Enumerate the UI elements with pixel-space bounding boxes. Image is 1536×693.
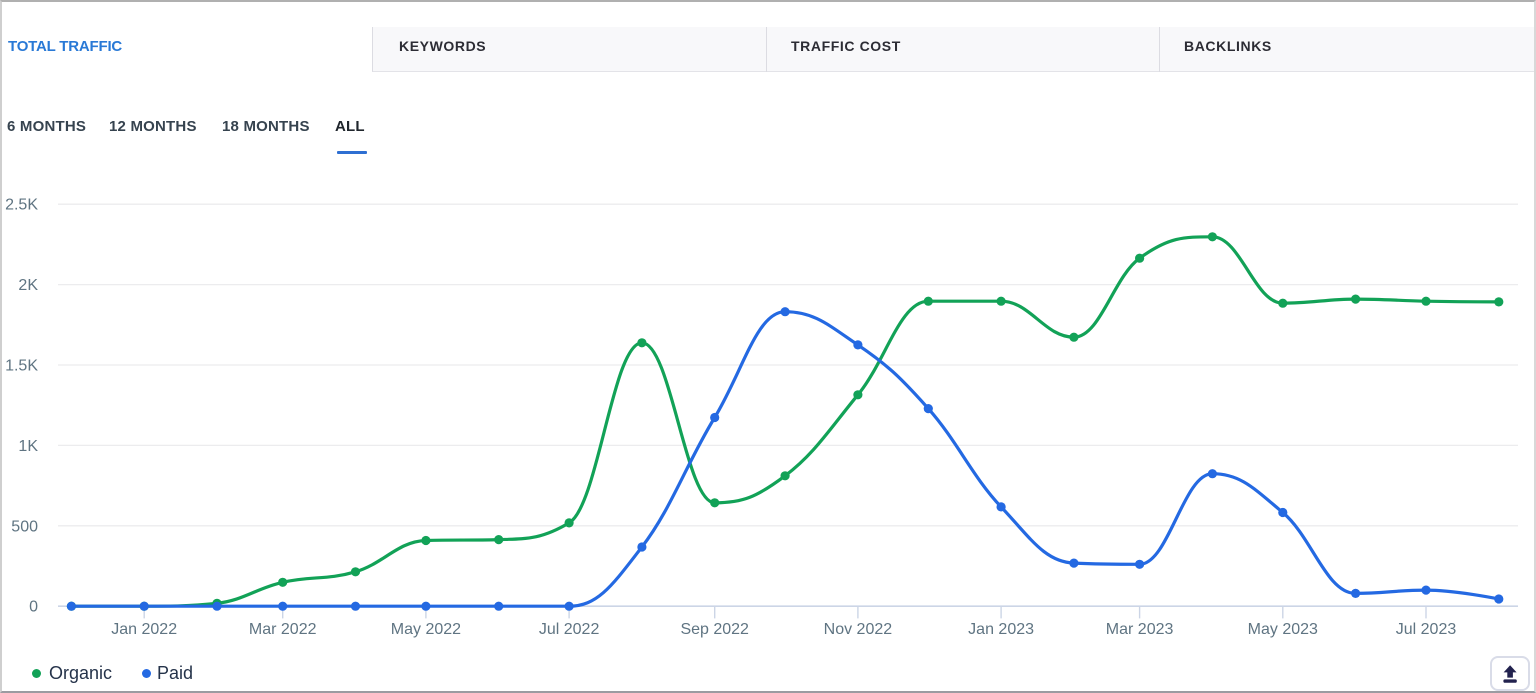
- svg-text:Jul 2022: Jul 2022: [539, 621, 600, 638]
- svg-text:Jan 2022: Jan 2022: [111, 621, 177, 638]
- svg-text:2K: 2K: [18, 277, 38, 294]
- svg-text:May 2023: May 2023: [1248, 621, 1318, 638]
- svg-text:500: 500: [11, 518, 38, 535]
- svg-text:Jan 2023: Jan 2023: [968, 621, 1034, 638]
- svg-text:1.5K: 1.5K: [5, 358, 38, 375]
- svg-text:Mar 2022: Mar 2022: [249, 621, 317, 638]
- svg-text:2.5K: 2.5K: [5, 197, 38, 214]
- svg-text:Nov 2022: Nov 2022: [824, 621, 893, 638]
- svg-text:Jul 2023: Jul 2023: [1396, 621, 1457, 638]
- svg-text:1K: 1K: [18, 438, 38, 455]
- svg-text:Sep 2022: Sep 2022: [680, 621, 749, 638]
- svg-text:May 2022: May 2022: [391, 621, 461, 638]
- svg-text:Mar 2023: Mar 2023: [1106, 621, 1174, 638]
- svg-text:0: 0: [29, 599, 38, 616]
